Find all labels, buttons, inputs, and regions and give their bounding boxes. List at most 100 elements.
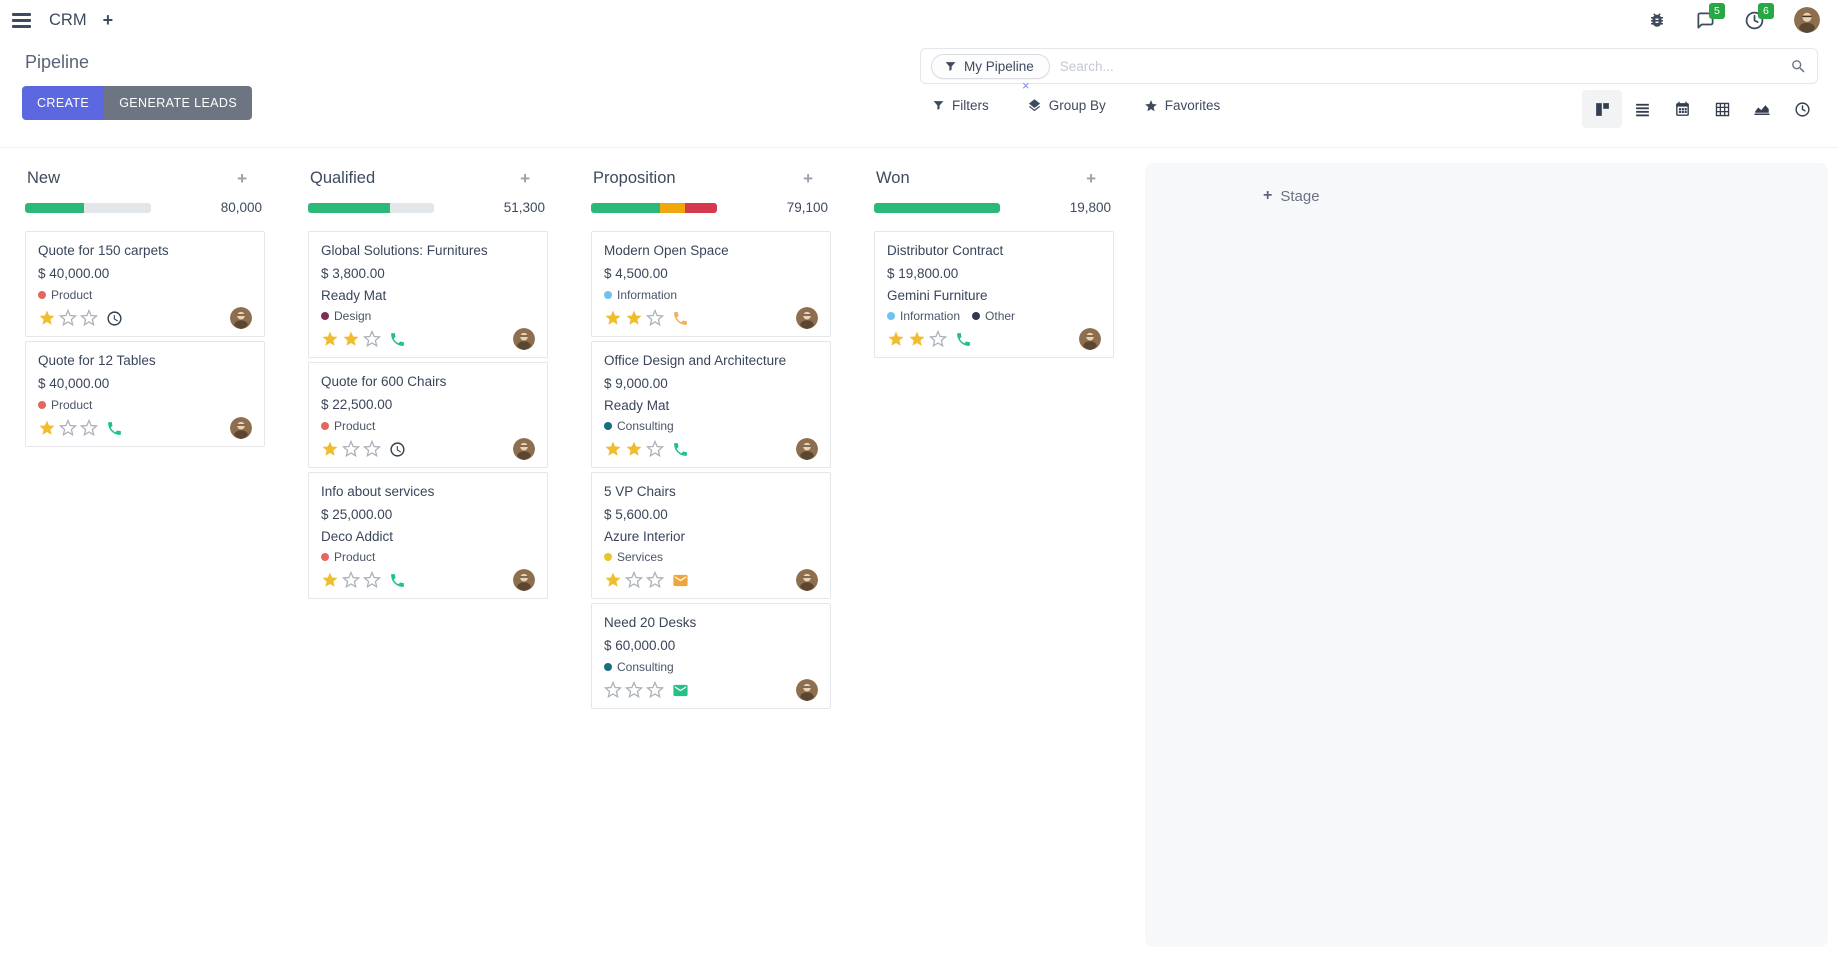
mail-icon[interactable] — [672, 572, 689, 589]
mail-icon — [673, 574, 688, 586]
star-icon-empty[interactable] — [59, 309, 77, 327]
star-icon — [342, 440, 360, 458]
apps-menu-icon[interactable] — [10, 9, 33, 32]
star-icon-empty[interactable] — [342, 571, 360, 589]
star-icon-empty[interactable] — [363, 330, 381, 348]
star-icon-empty[interactable] — [604, 681, 622, 699]
column-progressbar[interactable] — [25, 202, 151, 213]
card-tag: Other — [972, 309, 1015, 323]
activities-button[interactable]: 6 — [1745, 2, 1774, 30]
kanban-card[interactable]: Info about services $ 25,000.00 Deco Addic… — [308, 472, 548, 599]
kanban-card[interactable]: 5 VP Chairs $ 5,600.00 Azure Interior Servi… — [591, 472, 831, 599]
star-icon-filled[interactable] — [604, 571, 622, 589]
add-menu-icon[interactable]: + — [102, 10, 114, 30]
debug-button[interactable] — [1648, 11, 1666, 29]
phone-icon[interactable] — [389, 331, 406, 348]
column-progressbar[interactable] — [308, 202, 434, 213]
messages-button[interactable]: 5 — [1696, 2, 1725, 30]
search-input[interactable] — [1059, 58, 1790, 74]
filter-facet-my-pipeline[interactable]: My Pipeline — [931, 53, 1050, 79]
star-icon-filled[interactable] — [342, 330, 360, 348]
star-icon-filled[interactable] — [38, 309, 56, 327]
kanban-card[interactable]: Quote for 12 Tables $ 40,000.00 Product — [25, 341, 265, 447]
salesperson-avatar — [513, 438, 535, 460]
card-list: Modern Open Space $ 4,500.00 Information O… — [579, 231, 843, 709]
create-button[interactable]: CREATE — [22, 86, 105, 120]
kanban-card[interactable]: Distributor Contract $ 19,800.00 Gemini Fu… — [874, 231, 1114, 358]
card-list: Distributor Contract $ 19,800.00 Gemini Fu… — [862, 231, 1126, 358]
kanban-card[interactable]: Global Solutions: Furnitures $ 3,800.00 Re… — [308, 231, 548, 358]
star-icon-empty[interactable] — [625, 681, 643, 699]
star-icon-empty[interactable] — [363, 440, 381, 458]
star-icon-empty[interactable] — [929, 330, 947, 348]
star-icon-filled[interactable] — [38, 419, 56, 437]
star-icon — [888, 331, 904, 346]
kanban-card[interactable]: Need 20 Desks $ 60,000.00 Consulting — [591, 603, 831, 709]
star-icon-empty[interactable] — [625, 571, 643, 589]
group-by-menu-button[interactable]: Group By — [1027, 98, 1106, 113]
star-icon-filled[interactable] — [321, 571, 339, 589]
view-activity-button[interactable] — [1782, 90, 1822, 128]
column-total: 79,100 — [786, 200, 828, 215]
view-graph-button[interactable] — [1742, 90, 1782, 128]
view-calendar-button[interactable] — [1662, 90, 1702, 128]
star-icon — [626, 441, 642, 456]
star-icon-filled[interactable] — [625, 440, 643, 458]
phone-icon[interactable] — [106, 420, 123, 437]
phone-icon[interactable] — [955, 331, 972, 348]
card-list: Global Solutions: Furnitures $ 3,800.00 Re… — [296, 231, 560, 599]
salesperson-avatar — [513, 328, 535, 350]
add-stage-column[interactable]: + Stage — [1145, 163, 1828, 947]
view-kanban-button[interactable] — [1582, 90, 1622, 128]
star-icon-filled[interactable] — [604, 440, 622, 458]
star-icon-filled[interactable] — [908, 330, 926, 348]
star-icon-filled[interactable] — [625, 309, 643, 327]
search-bar[interactable]: My Pipeline × — [920, 48, 1818, 92]
add-record-button[interactable]: + — [520, 168, 530, 188]
app-name[interactable]: CRM — [49, 10, 87, 29]
phone-icon — [391, 573, 404, 587]
star-icon-empty[interactable] — [80, 309, 98, 327]
filters-menu-button[interactable]: Filters — [932, 98, 989, 113]
view-pivot-button[interactable] — [1702, 90, 1742, 128]
kanban-card[interactable]: Quote for 600 Chairs $ 22,500.00 Product — [308, 362, 548, 468]
add-record-button[interactable]: + — [803, 168, 813, 188]
card-title: 5 VP Chairs — [604, 484, 676, 499]
column-progressbar[interactable] — [591, 202, 717, 213]
kanban-card[interactable]: Quote for 150 carpets $ 40,000.00 Product — [25, 231, 265, 337]
view-list-button[interactable] — [1622, 90, 1662, 128]
kanban-card[interactable]: Modern Open Space $ 4,500.00 Information — [591, 231, 831, 337]
star-icon-filled[interactable] — [604, 309, 622, 327]
activity-clock-icon[interactable] — [389, 441, 406, 458]
generate-leads-button[interactable]: GENERATE LEADS — [104, 86, 253, 120]
star-icon-filled[interactable] — [321, 330, 339, 348]
add-record-button[interactable]: + — [1086, 168, 1096, 188]
star-icon-empty[interactable] — [646, 681, 664, 699]
user-avatar[interactable] — [1794, 7, 1820, 33]
kanban-card[interactable]: Office Design and Architecture $ 9,000.00… — [591, 341, 831, 468]
remove-filter-button[interactable]: × — [1022, 78, 1030, 93]
star-icon-empty[interactable] — [59, 419, 77, 437]
star-icon-filled[interactable] — [321, 440, 339, 458]
star-icon-empty[interactable] — [646, 571, 664, 589]
star-icon — [605, 310, 621, 325]
star-icon-empty[interactable] — [80, 419, 98, 437]
tag-color-dot — [604, 291, 612, 299]
add-record-button[interactable]: + — [237, 168, 247, 188]
calendar-view-icon — [1675, 101, 1689, 116]
column-total: 80,000 — [220, 200, 262, 215]
column-progressbar[interactable] — [874, 202, 1000, 213]
star-icon-empty[interactable] — [646, 309, 664, 327]
phone-icon[interactable] — [672, 310, 689, 327]
activity-clock-icon[interactable] — [106, 310, 123, 327]
search-submit-button[interactable] — [1790, 58, 1807, 75]
phone-icon[interactable] — [672, 441, 689, 458]
mail-icon[interactable] — [672, 682, 689, 699]
star-icon-empty[interactable] — [342, 440, 360, 458]
star-icon-empty[interactable] — [646, 440, 664, 458]
star-icon-empty[interactable] — [363, 571, 381, 589]
star-icon-filled[interactable] — [887, 330, 905, 348]
tag-color-dot — [604, 422, 612, 430]
favorites-menu-button[interactable]: Favorites — [1144, 98, 1220, 113]
phone-icon[interactable] — [389, 572, 406, 589]
